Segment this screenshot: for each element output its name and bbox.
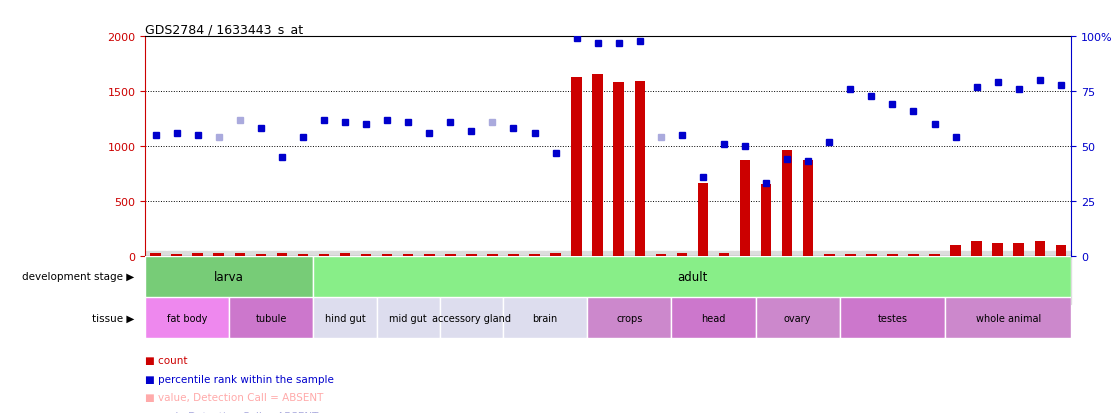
Bar <box>761 185 771 256</box>
Bar <box>593 74 603 256</box>
Bar <box>339 254 350 256</box>
Bar <box>298 254 308 256</box>
Bar <box>655 254 666 256</box>
Text: ■ value, Detection Call = ABSENT: ■ value, Detection Call = ABSENT <box>145 392 324 402</box>
Bar <box>740 161 750 256</box>
Bar <box>319 254 329 256</box>
Bar <box>314 256 1071 297</box>
Bar <box>672 297 756 339</box>
Text: ■ count: ■ count <box>145 355 187 365</box>
Bar <box>614 83 624 256</box>
Bar <box>256 254 266 256</box>
Bar <box>845 254 856 256</box>
Bar <box>503 297 587 339</box>
Bar <box>466 254 477 256</box>
Bar <box>802 161 814 256</box>
Bar <box>930 254 940 256</box>
Text: fat body: fat body <box>167 313 208 323</box>
Bar <box>508 254 519 256</box>
Bar <box>908 254 918 256</box>
Bar <box>992 243 1003 256</box>
Text: crops: crops <box>616 313 643 323</box>
Text: ■ percentile rank within the sample: ■ percentile rank within the sample <box>145 374 334 384</box>
Text: larva: larva <box>214 270 244 283</box>
Bar <box>314 297 376 339</box>
Bar <box>587 297 672 339</box>
Text: testes: testes <box>877 313 907 323</box>
Bar <box>145 256 314 297</box>
Bar <box>1013 243 1024 256</box>
Text: ■ rank, Detection Call = ABSENT: ■ rank, Detection Call = ABSENT <box>145 411 318 413</box>
Text: ovary: ovary <box>785 313 811 323</box>
Bar <box>635 82 645 256</box>
Text: brain: brain <box>532 313 558 323</box>
Bar <box>424 254 434 256</box>
Bar <box>488 254 498 256</box>
Bar <box>698 184 709 256</box>
Bar <box>382 254 393 256</box>
Text: whole animal: whole animal <box>975 313 1041 323</box>
Bar <box>151 253 161 256</box>
Bar <box>839 297 945 339</box>
Bar <box>445 254 455 256</box>
Bar <box>213 253 224 256</box>
Bar <box>1056 246 1066 256</box>
Text: mid gut: mid gut <box>389 313 427 323</box>
Text: tubule: tubule <box>256 313 287 323</box>
Text: GDS2784 / 1633443_s_at: GDS2784 / 1633443_s_at <box>145 23 304 36</box>
Bar <box>1035 242 1045 256</box>
Text: development stage ▶: development stage ▶ <box>21 272 134 282</box>
Bar <box>676 253 687 256</box>
Bar <box>945 297 1071 339</box>
Bar <box>571 78 581 256</box>
Text: accessory gland: accessory gland <box>432 313 511 323</box>
Bar <box>403 254 414 256</box>
Bar <box>719 253 729 256</box>
Bar <box>376 297 440 339</box>
Bar <box>229 297 314 339</box>
Bar <box>756 297 840 339</box>
Text: hind gut: hind gut <box>325 313 365 323</box>
Bar <box>866 254 877 256</box>
Bar <box>234 254 246 256</box>
Bar <box>440 297 503 339</box>
Bar <box>529 254 540 256</box>
Bar <box>824 254 835 256</box>
Text: tissue ▶: tissue ▶ <box>92 313 134 323</box>
Bar <box>172 254 182 256</box>
Text: adult: adult <box>677 270 708 283</box>
Bar <box>360 254 372 256</box>
Bar <box>951 246 961 256</box>
Bar <box>971 242 982 256</box>
Bar <box>192 254 203 256</box>
Bar <box>277 254 287 256</box>
Bar <box>782 151 792 256</box>
Bar <box>145 297 229 339</box>
Text: head: head <box>701 313 725 323</box>
Bar <box>887 254 897 256</box>
Bar <box>550 253 561 256</box>
